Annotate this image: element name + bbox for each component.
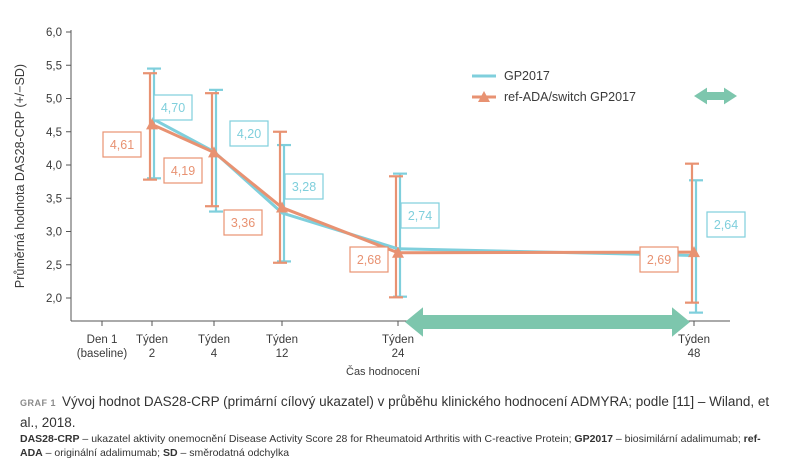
footnote-abbr-gp2017: GP2017: [574, 433, 613, 445]
y-tick-label: 5,5: [46, 60, 62, 72]
data-label: 4,20: [237, 127, 261, 141]
footnote-abbr-sd: SD: [162, 447, 178, 459]
x-tick-label: 2: [149, 348, 155, 360]
switch-period-arrow: [405, 307, 690, 337]
y-tick-label: 4,0: [46, 160, 62, 172]
data-label-box: [163, 157, 203, 184]
x-tick-label: Týden: [678, 334, 710, 346]
data-point-marker: [276, 201, 288, 213]
y-tick-label: 2,5: [46, 260, 62, 272]
legend-label: GP2017: [504, 69, 550, 83]
figure-tag: GRAF 1: [20, 398, 57, 408]
data-labels: 4,70 4,20 3,28 2,74 2,64 4,61 4,19 3,36 2,68 2,69: [102, 94, 746, 273]
treatment-arrows: [405, 87, 737, 337]
data-label: 4,19: [171, 164, 195, 178]
y-tick-label: 3,5: [46, 193, 62, 205]
data-label-box: [102, 131, 142, 158]
data-label-box: [153, 94, 193, 121]
data-label-box: [639, 246, 679, 273]
series-line: [151, 117, 695, 257]
data-label: 2,64: [714, 218, 738, 232]
x-tick-label: 48: [688, 348, 701, 360]
chart-series: [143, 67, 703, 314]
x-tick-label: Týden: [136, 334, 168, 346]
footnote-def-refada: – originální adalimumab;: [42, 447, 163, 459]
data-point-marker: [146, 118, 158, 130]
data-label-box: [400, 202, 440, 229]
x-tick-label: Týden: [382, 334, 414, 346]
legend-label: ref-ADA/switch GP2017: [504, 90, 636, 104]
legend-marker: [478, 91, 490, 102]
data-point-marker: [392, 246, 404, 258]
footnote-abbr-das28: DAS28-CRP: [20, 433, 80, 445]
y-axis-title: Průměrná hodnota DAS28-CRP (+/−SD): [13, 64, 27, 288]
legend-period-arrow: [694, 87, 737, 105]
data-label-box: [349, 246, 389, 273]
data-label-box: [229, 120, 269, 147]
data-label: 2,69: [647, 253, 671, 267]
x-axis-title: Čas hodnocení: [346, 365, 420, 378]
data-label: 2,74: [408, 209, 432, 223]
data-label-box: [706, 211, 746, 238]
data-label: 2,68: [357, 253, 381, 267]
figure-caption: GRAF 1 Vývoj hodnot DAS28-CRP (primární c…: [20, 392, 770, 432]
y-tick-label: 4,5: [46, 127, 62, 139]
footnote-abbr-refada: ref-ADA: [20, 433, 761, 459]
data-point-marker: [208, 146, 220, 158]
chart-legend: GP2017 ref-ADA/switch GP2017: [472, 69, 636, 104]
data-label-box: [223, 209, 263, 236]
y-tick-label: 3,0: [46, 227, 62, 239]
figure-footnote: DAS28-CRP – ukazatel aktivity onemocnění…: [20, 432, 770, 460]
footnote-def-sd: – směrodatná odchylka: [177, 447, 290, 459]
y-tick-label: 6,0: [46, 27, 62, 39]
x-tick-label: 12: [276, 348, 289, 360]
figure-caption-text: Vývoj hodnot DAS28-CRP (primární cílový …: [20, 394, 770, 430]
data-label: 3,28: [292, 180, 316, 194]
x-tick-label: Týden: [266, 334, 298, 346]
x-tick-label: Týden: [198, 334, 230, 346]
chart-axes: 6,0 5,5 5,0 4,5 4,0 3,5 3,0 2,5 2,0 Průměrná hodn…: [13, 27, 730, 378]
footnote-def-gp2017: – biosimilární adalimumab;: [612, 433, 744, 445]
data-label-box: [284, 173, 324, 200]
x-tick-label: Den 1: [87, 334, 118, 346]
data-label: 3,36: [231, 216, 255, 230]
data-point-marker: [688, 246, 700, 258]
y-tick-label: 2,0: [46, 293, 62, 305]
footnote-def-das28: – ukazatel aktivity onemocnění Disease A…: [79, 433, 575, 445]
data-label: 4,70: [161, 101, 185, 115]
x-tick-label: 24: [392, 348, 405, 360]
das28-line-chart: 6,0 5,5 5,0 4,5 4,0 3,5 3,0 2,5 2,0 Průměrná hodn…: [13, 27, 746, 378]
x-tick-label: 4: [211, 348, 218, 360]
x-tick-label: (baseline): [77, 348, 128, 360]
y-tick-label: 5,0: [46, 94, 62, 106]
data-label: 4,61: [110, 138, 134, 152]
